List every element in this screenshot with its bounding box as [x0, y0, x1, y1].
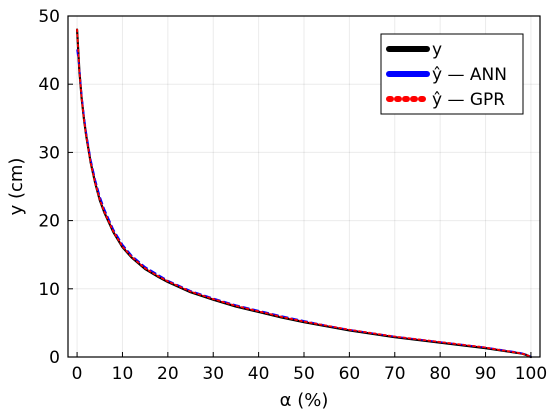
x-tick-label: 10 — [112, 364, 134, 384]
y-tick-label: 20 — [38, 212, 60, 232]
x-tick-label: 70 — [384, 364, 406, 384]
x-tick-label: 100 — [515, 364, 547, 384]
x-tick-label: 40 — [248, 364, 270, 384]
x-tick-label: 0 — [72, 364, 83, 384]
x-tick-label: 80 — [429, 364, 451, 384]
legend-label-0: y — [432, 40, 442, 60]
x-tick-label: 50 — [293, 364, 315, 384]
legend-label-1: ŷ — ANN — [432, 65, 507, 85]
legend-label-2: ŷ — GPR — [432, 90, 505, 110]
y-tick-label: 40 — [38, 75, 60, 95]
legend: y ŷ — ANN ŷ — GPR — [380, 33, 524, 115]
x-tick-label: 20 — [157, 364, 179, 384]
legend-items: y ŷ — ANN ŷ — GPR — [386, 40, 507, 110]
y-tick-label: 50 — [38, 7, 60, 27]
axis-ticks: 0 10 20 30 40 50 60 70 80 90 100 0 10 20 30 40 50 — [38, 7, 547, 384]
y-tick-label: 0 — [49, 348, 60, 368]
x-axis-title: α (%) — [280, 390, 329, 411]
series-lines — [75, 28, 533, 359]
x-tick-label: 60 — [339, 364, 361, 384]
y-tick-label: 30 — [38, 143, 60, 163]
y-axis-title: y (cm) — [6, 158, 27, 216]
y-tick-label: 10 — [38, 280, 60, 300]
x-tick-label: 90 — [475, 364, 497, 384]
series-line-2 — [76, 28, 532, 358]
x-tick-label: 30 — [202, 364, 224, 384]
